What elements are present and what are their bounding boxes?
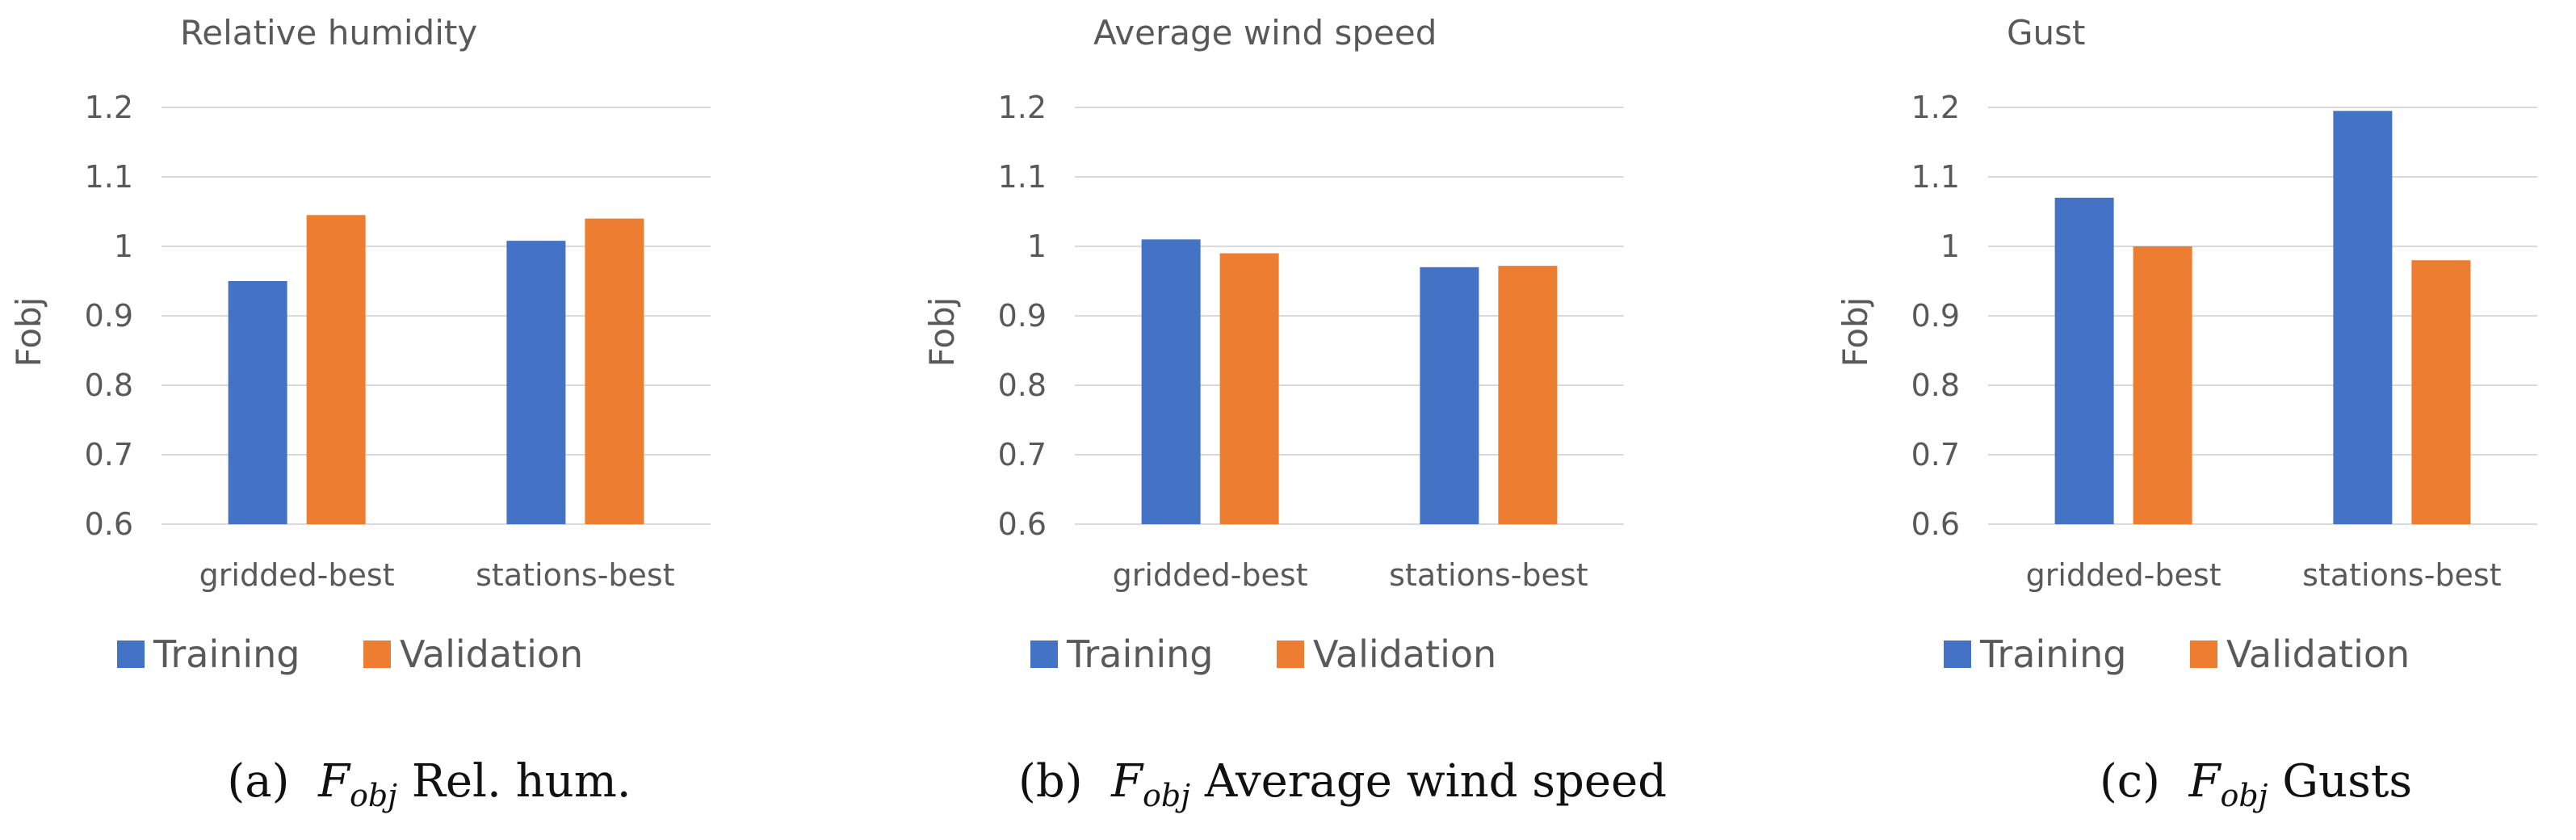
figure-caption: (b) Fobj Average wind speed: [913, 755, 1772, 811]
y-axis-label: Fobj: [922, 297, 962, 368]
y-tick-label: 0.6: [1911, 506, 1960, 542]
caption-subscript: obj: [349, 778, 397, 813]
y-tick-label: 1.1: [1911, 159, 1960, 195]
bar-training-stations-best: [1420, 267, 1479, 524]
chart-svg: Gust 0.6 0.7 0.8 0.9 1 1.1 1.2 Fobj gridded-best s…: [1836, 13, 2537, 676]
y-tick-label: 0.9: [1911, 298, 1960, 334]
chart-svg: Average wind speed 0.6 0.7 0.8 0.9 1 1.1 1.2 Fob…: [922, 13, 1624, 676]
legend-swatch-validation: [1277, 640, 1304, 668]
caption-subscript: obj: [1143, 778, 1191, 813]
figure-caption: (a) Fobj Rel. hum.: [0, 755, 858, 811]
x-category-label: stations-best: [2302, 557, 2501, 593]
figure-caption: (c) Fobj Gusts: [1827, 755, 2576, 811]
caption-symbol: F: [1111, 755, 1143, 808]
y-tick-label: 1.1: [85, 159, 133, 195]
caption-symbol: F: [2188, 755, 2221, 808]
y-tick-label: 0.7: [1911, 437, 1960, 472]
y-tick-label: 1.1: [998, 159, 1047, 195]
chart-panel-1: Relative humidity 0.6 0.7 0.8 0.9 1 1.1 1.2 Fobj…: [0, 0, 858, 840]
caption-text: Gusts: [2282, 755, 2413, 808]
caption-label: (b): [1018, 755, 1083, 808]
y-tick-label: 1: [1940, 229, 1960, 264]
bar-validation-stations-best: [1498, 266, 1558, 524]
y-tick-label: 0.6: [85, 506, 133, 542]
x-category-label: gridded-best: [199, 557, 395, 593]
caption-text: Average wind speed: [1204, 755, 1667, 808]
y-tick-label: 0.9: [998, 298, 1047, 334]
caption-subscript: obj: [2220, 778, 2268, 813]
y-tick-label: 1: [1027, 229, 1047, 264]
caption-symbol: F: [318, 755, 350, 808]
caption-text: Rel. hum.: [411, 755, 631, 808]
bar-validation-stations-best: [2411, 260, 2471, 524]
chart-title: Gust: [2007, 13, 2086, 52]
chart-title: Average wind speed: [1093, 13, 1437, 52]
legend-label-validation: Validation: [1313, 632, 1496, 676]
bar-training-stations-best: [2333, 111, 2393, 525]
bar-training-gridded-best: [1141, 239, 1201, 524]
x-category-label: gridded-best: [2026, 557, 2221, 593]
caption-label: (a): [227, 755, 290, 808]
bar-training-gridded-best: [228, 281, 287, 524]
bar-training-stations-best: [506, 241, 566, 524]
legend-label-training: Training: [153, 632, 300, 676]
legend-label-training: Training: [1979, 632, 2127, 676]
legend-label-validation: Validation: [400, 632, 583, 676]
x-category-label: stations-best: [1389, 557, 1588, 593]
y-tick-label: 0.7: [85, 437, 133, 472]
chart-panel-2: Average wind speed 0.6 0.7 0.8 0.9 1 1.1 1.2 Fob…: [913, 0, 1772, 840]
legend-swatch-validation: [363, 640, 391, 668]
y-tick-label: 0.8: [85, 368, 133, 403]
y-tick-label: 0.9: [85, 298, 133, 334]
chart-panel-3: Gust 0.6 0.7 0.8 0.9 1 1.1 1.2 Fobj gridded-best s…: [1827, 0, 2576, 840]
chart-svg: Relative humidity 0.6 0.7 0.8 0.9 1 1.1 1.2 Fobj…: [9, 13, 711, 676]
legend-swatch-training: [117, 640, 145, 668]
y-tick-label: 0.8: [998, 368, 1047, 403]
bar-validation-stations-best: [585, 218, 644, 524]
y-axis-label: Fobj: [1836, 297, 1875, 368]
caption-label: (c): [2099, 755, 2160, 808]
legend-label-training: Training: [1066, 632, 1214, 676]
y-tick-label: 0.8: [1911, 368, 1960, 403]
y-axis-label: Fobj: [9, 297, 48, 368]
bar-training-gridded-best: [2054, 197, 2114, 525]
y-tick-label: 1: [114, 229, 133, 264]
y-tick-label: 1.2: [1911, 90, 1960, 125]
bar-validation-gridded-best: [306, 215, 366, 524]
legend-swatch-training: [1944, 640, 1971, 668]
bar-validation-gridded-best: [1219, 253, 1279, 524]
y-tick-label: 1.2: [85, 90, 133, 125]
x-category-label: stations-best: [476, 557, 674, 593]
bar-validation-gridded-best: [2133, 246, 2192, 524]
y-tick-label: 0.6: [998, 506, 1047, 542]
y-tick-label: 1.2: [998, 90, 1047, 125]
x-category-label: gridded-best: [1113, 557, 1308, 593]
legend-swatch-validation: [2190, 640, 2217, 668]
y-tick-label: 0.7: [998, 437, 1047, 472]
chart-title: Relative humidity: [180, 13, 477, 52]
legend-label-validation: Validation: [2226, 632, 2410, 676]
legend-swatch-training: [1030, 640, 1058, 668]
